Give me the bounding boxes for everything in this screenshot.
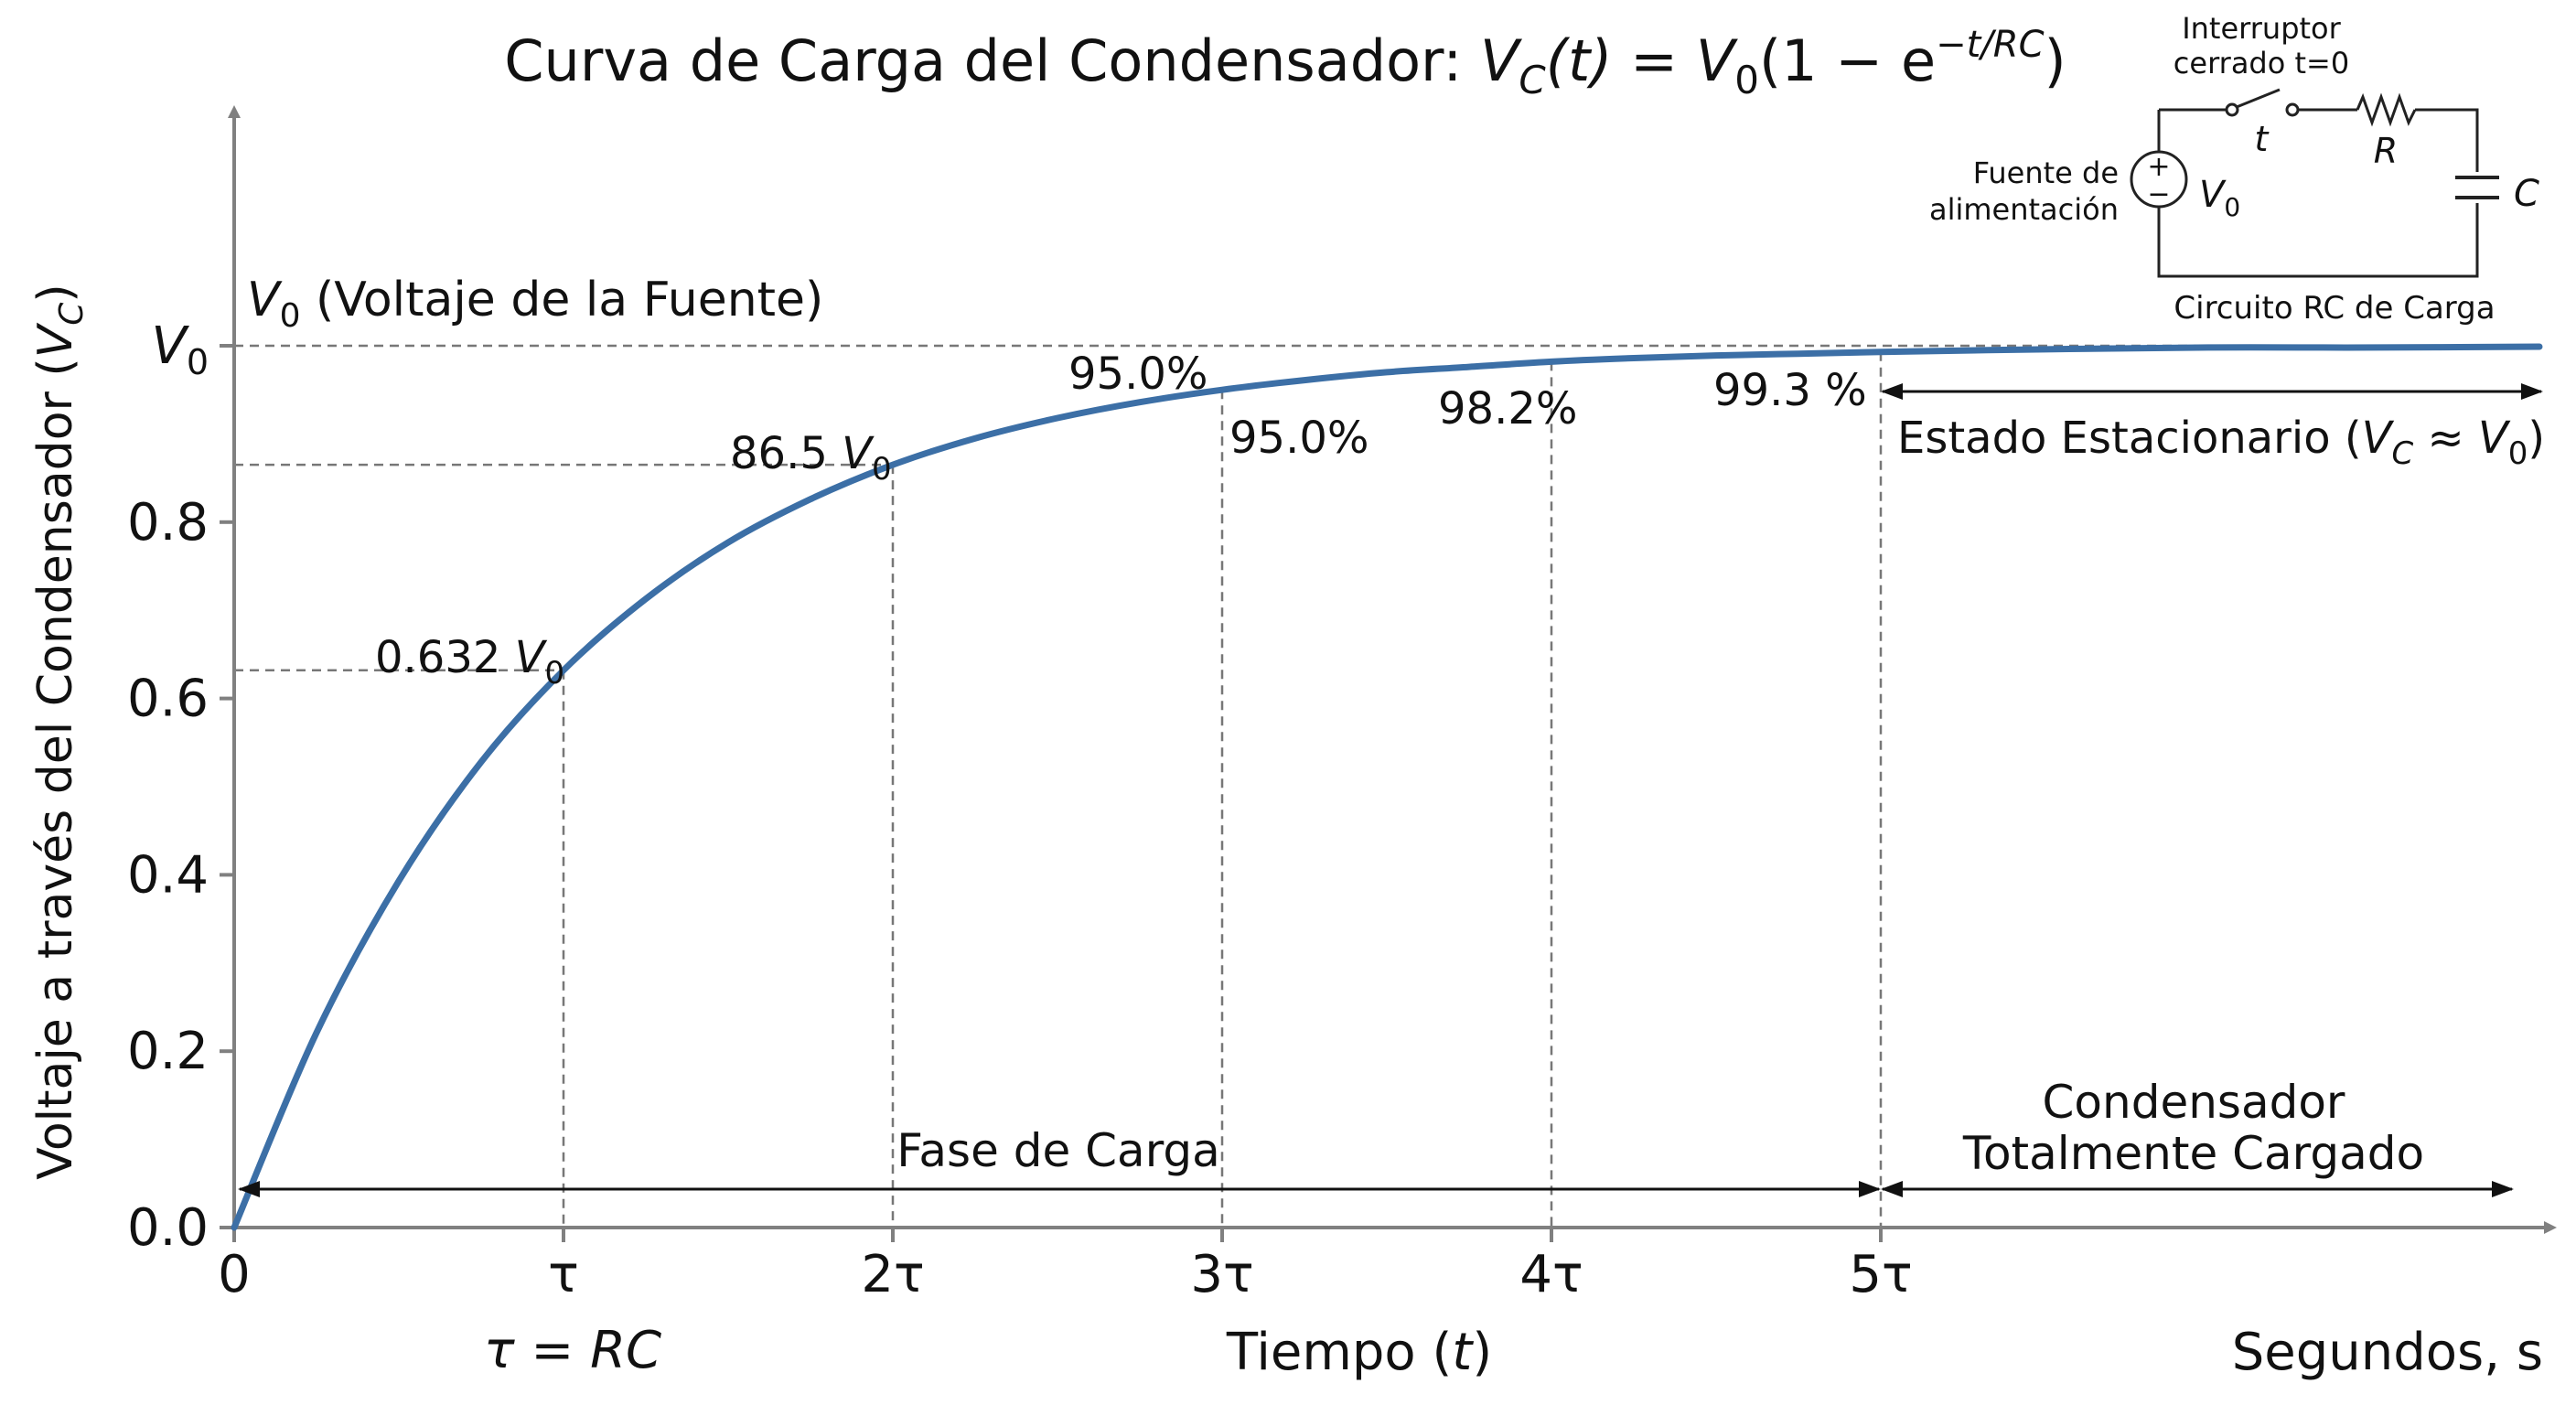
y-tick-label: 0.4 [127, 845, 209, 905]
capacitor-label: C [2514, 173, 2539, 215]
source-label-1: Fuente de [1973, 156, 2119, 190]
source-minus: − [2147, 178, 2170, 210]
annotation-4tau: 98.2% [1438, 383, 1577, 434]
y-axis-label: Voltaje a través del Condensador (VC) [28, 284, 91, 1179]
source-label-2: alimentación [1929, 192, 2119, 227]
annotation-2tau: 86.5 V0 [730, 428, 892, 488]
y-tick-label-v0: V0 [152, 316, 209, 382]
x-tick-label: 5τ [1849, 1245, 1912, 1304]
x-unit-label: Segundos, s [2232, 1323, 2543, 1382]
x-tick-label: τ [548, 1245, 579, 1304]
tau-definition: τ = RC [484, 1321, 661, 1380]
switch-label-2: cerrado t=0 [2174, 46, 2349, 80]
curve-layer [231, 343, 2543, 1231]
x-tick-label: 3τ [1190, 1245, 1253, 1304]
annotation-tau: 0.632 V0 [375, 632, 564, 692]
source-plus: + [2147, 151, 2170, 183]
charging-curve [231, 343, 2543, 1231]
full-charge-label-2: Totalmente Cargado [1962, 1127, 2424, 1180]
y-tick-label: 0.2 [127, 1022, 209, 1081]
switch-variable: t [2255, 119, 2270, 159]
y-tick-label: 0.0 [127, 1198, 209, 1258]
x-tick-label: 0 [218, 1245, 251, 1304]
x-tick-label: 4τ [1519, 1245, 1583, 1304]
full-charge-label-1: Condensador [2043, 1076, 2345, 1129]
steady-state-label: Estado Estacionario (VC ≈ V0) [1897, 413, 2545, 472]
switch-label-1: Interruptor [2182, 11, 2341, 46]
rc-circuit-diagram: Interruptor cerrado t=0 t R C + − V0 Fue… [1929, 11, 2539, 327]
circuit-caption: Circuito RC de Carga [2174, 290, 2495, 327]
circuit-wire [2157, 108, 2479, 278]
y-tick-label: 0.8 [127, 493, 209, 552]
charge-phase-label: Fase de Carga [896, 1124, 1220, 1177]
x-tick-label: 2τ [861, 1245, 924, 1304]
reference-line-label: V0 (Voltaje de la Fuente) [247, 273, 823, 335]
x-axis-label: Tiempo (t) [1226, 1323, 1492, 1382]
annotation-3tau-right: 95.0% [1229, 413, 1368, 464]
resistor-icon [2356, 92, 2417, 127]
resistor-label: R [2374, 131, 2398, 171]
switch-icon [2225, 88, 2300, 117]
annotation-3tau-above: 95.0% [1068, 349, 1208, 400]
annotation-5tau: 99.3 % [1713, 365, 1867, 416]
y-tick-label: 0.6 [127, 670, 209, 729]
source-variable: V0 [2199, 174, 2240, 222]
voltage-source-icon [2130, 150, 2188, 209]
axis-ticks: 0 τ 2τ 3τ 4τ 5τ 0.0 0.2 0.4 0.6 0.8 V0 [127, 316, 1913, 1304]
capacitor-icon [2455, 176, 2499, 199]
chart-title: Curva de Carga del Condensador: VC(t) = … [504, 24, 2066, 102]
